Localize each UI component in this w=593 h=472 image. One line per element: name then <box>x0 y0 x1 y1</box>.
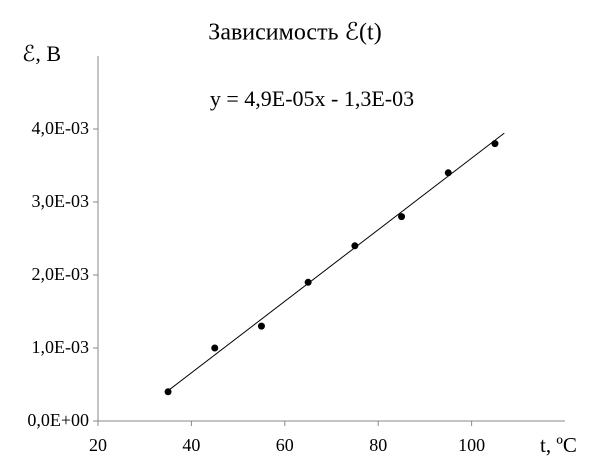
x-tick-label: 60 <box>276 435 294 455</box>
data-point <box>444 169 452 177</box>
y-tick-label: 2,0E-03 <box>32 264 90 284</box>
trendline <box>167 132 505 392</box>
data-point <box>211 344 219 352</box>
data-point <box>164 388 172 396</box>
y-tick-label: 3,0E-03 <box>32 191 90 211</box>
trendline-equation: y = 4,9E-05x - 1,3E-03 <box>210 86 414 111</box>
y-axis-label: ℰ, В <box>22 41 61 66</box>
data-point <box>257 322 265 330</box>
data-point <box>351 242 359 250</box>
x-tick-label: 100 <box>458 435 485 455</box>
x-tick-label: 80 <box>369 435 387 455</box>
y-tick-label: 0,0E+00 <box>27 410 89 430</box>
x-axis-label: t, ºC <box>540 433 577 457</box>
x-tick-label: 20 <box>89 435 107 455</box>
y-tick-label: 4,0E-03 <box>32 118 90 138</box>
data-point <box>398 213 406 221</box>
chart-title: Зависимость ℰ(t) <box>208 20 381 46</box>
data-point <box>491 140 499 148</box>
x-tick-label: 40 <box>182 435 200 455</box>
data-point <box>304 278 312 286</box>
y-tick-label: 1,0E-03 <box>32 337 90 357</box>
